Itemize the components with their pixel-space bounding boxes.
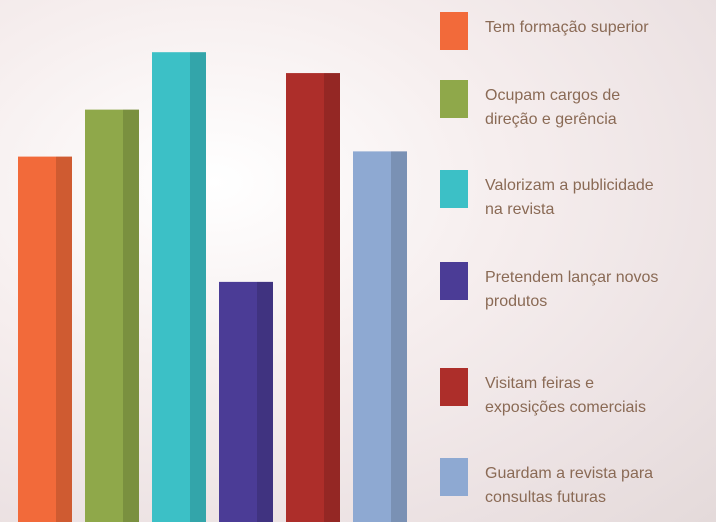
chart: Tem formação superior Ocupam cargos de di… [0,0,716,522]
bar-shade [123,110,139,522]
legend-swatch [440,80,468,118]
legend-label: Pretendem lançar novos produtos [485,266,663,314]
plot [0,0,716,522]
bar-shade [56,157,72,522]
bar-shade [324,73,340,522]
legend-swatch [440,12,468,50]
legend-label: Guardam a revista para consultas futuras [485,462,663,510]
legend-label: Valorizam a publicidade na revista [485,174,663,222]
legend-swatch [440,170,468,208]
legend-label: Visitam feiras e exposições comerciais [485,372,663,420]
legend-swatch [440,262,468,300]
legend-label: Ocupam cargos de direção e gerência [485,84,663,132]
legend-swatch [440,368,468,406]
legend-swatch [440,458,468,496]
legend-label: Tem formação superior [485,16,663,40]
bar-shade [190,52,206,522]
bar-shade [257,282,273,522]
bar-shade [391,151,407,522]
